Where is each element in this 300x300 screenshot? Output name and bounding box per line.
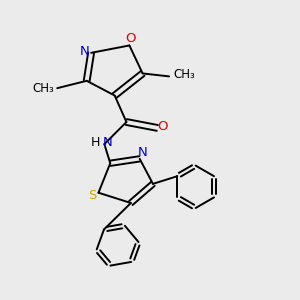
Text: CH₃: CH₃ (174, 68, 195, 81)
Text: H: H (91, 136, 100, 149)
Text: CH₃: CH₃ (33, 82, 54, 95)
Text: O: O (126, 32, 136, 46)
Text: N: N (138, 146, 148, 159)
Text: O: O (158, 120, 168, 133)
Text: N: N (80, 45, 89, 58)
Text: N: N (103, 136, 113, 149)
Text: S: S (88, 188, 96, 202)
